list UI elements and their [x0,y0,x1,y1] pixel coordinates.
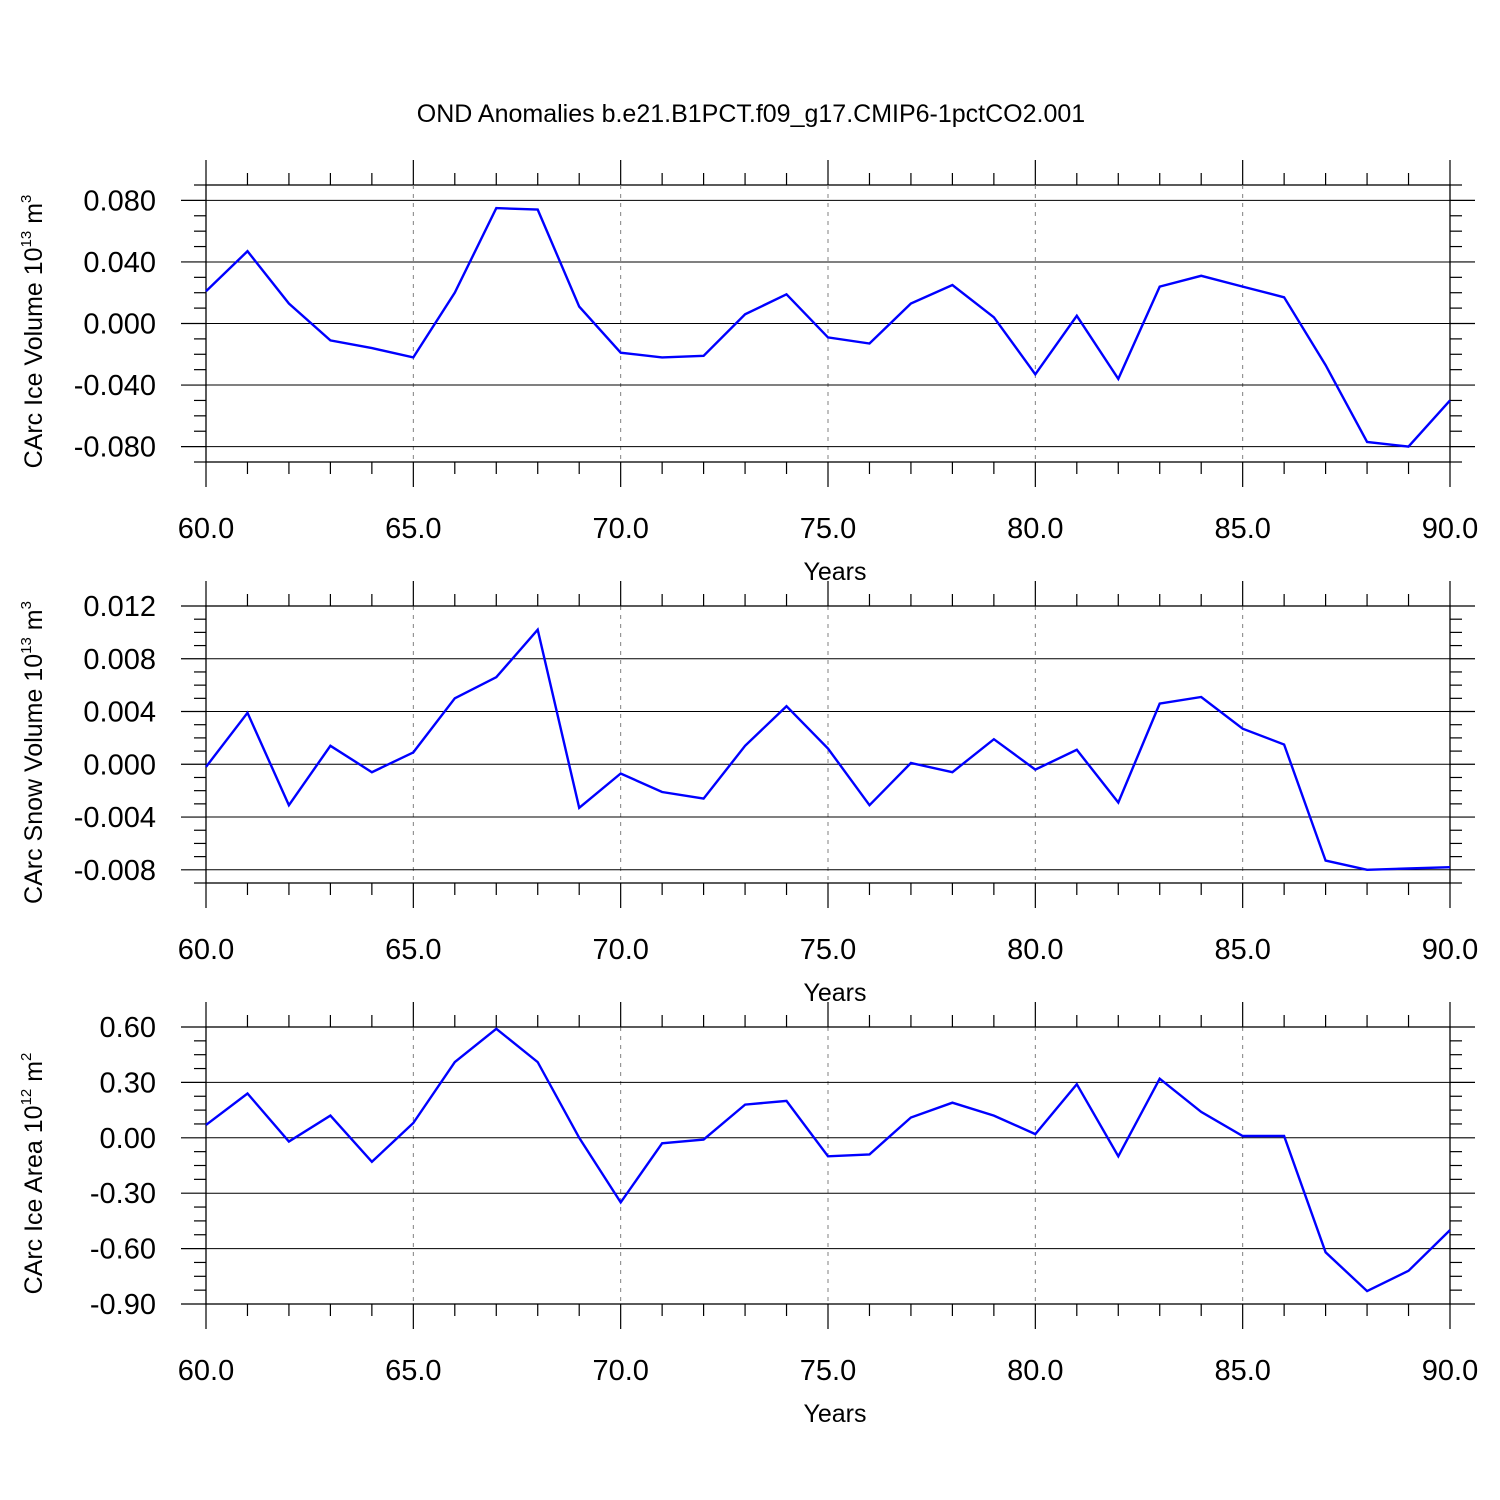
y-tick-label: -0.60 [90,1234,156,1266]
x-tick-label: 90.0 [1422,513,1478,545]
x-tick-label: 65.0 [385,1355,441,1387]
y-tick-label: -0.30 [90,1178,156,1210]
x-tick-label: 70.0 [592,934,648,966]
y-tick-label: 0.004 [83,697,156,729]
x-tick-label: 65.0 [385,934,441,966]
x-tick-label: 60.0 [178,513,234,545]
x-tick-label: 85.0 [1214,934,1270,966]
series-line [205,206,1451,448]
chart-panels: 60.0 65.0 70.0 75.0 80.0 85.0 90.0 0.080 0.040 0.… [18,160,1478,1428]
chart-panel-3: 60.0 65.0 70.0 75.0 80.0 85.0 90.0 0.60 0.30 0.00… [18,1002,1478,1428]
x-tick-label: 75.0 [800,934,856,966]
y-tick-label: -0.90 [90,1289,156,1321]
x-tick-label: 90.0 [1422,934,1478,966]
y-tick-label: -0.004 [74,802,156,834]
series-line [205,627,1451,872]
y-tick-label: -0.008 [74,855,156,887]
x-axis-title: Years [803,979,866,1007]
y-tick-label: 0.30 [100,1067,156,1099]
y-tick-label: 0.080 [83,185,156,217]
y-tick-label: 0.008 [83,644,156,676]
x-tick-label: 70.0 [592,1355,648,1387]
y-tick-label: 0.000 [83,309,156,341]
y-tick-label: 0.040 [83,247,156,279]
x-tick-label: 70.0 [592,513,648,545]
x-tick-label: 80.0 [1007,513,1063,545]
y-tick-label: 0.012 [83,591,156,623]
y-tick-label: -0.080 [74,432,156,464]
y-tick-label: 0.00 [100,1123,156,1155]
x-axis-title: Years [803,1400,866,1428]
y-tick-label: 0.000 [83,749,156,781]
chart-panel-1: 60.0 65.0 70.0 75.0 80.0 85.0 90.0 0.080 0.040 0.… [18,160,1478,586]
y-tick-label: 0.60 [100,1012,156,1044]
x-tick-label: 65.0 [385,513,441,545]
x-tick-label: 75.0 [800,513,856,545]
y-axis-title: CArc Ice Area 1012 m2 [18,1053,48,1295]
chart-panel-2: 60.0 65.0 70.0 75.0 80.0 85.0 90.0 0.012 0.008 0.… [18,581,1478,1007]
x-tick-label: 75.0 [800,1355,856,1387]
chart-title: OND Anomalies b.e21.B1PCT.f09_g17.CMIP6-… [417,100,1085,128]
y-axis-title: CArc Snow Volume 1013 m3 [18,601,48,904]
series-line [205,1027,1451,1293]
x-tick-label: 60.0 [178,934,234,966]
x-tick-label: 90.0 [1422,1355,1478,1387]
x-tick-label: 85.0 [1214,513,1270,545]
y-axis-title: CArc Ice Volume 1013 m3 [18,195,48,469]
x-tick-label: 85.0 [1214,1355,1270,1387]
x-tick-label: 80.0 [1007,934,1063,966]
x-tick-label: 80.0 [1007,1355,1063,1387]
x-tick-label: 60.0 [178,1355,234,1387]
y-tick-label: -0.040 [74,370,156,402]
x-axis-title: Years [803,558,866,586]
